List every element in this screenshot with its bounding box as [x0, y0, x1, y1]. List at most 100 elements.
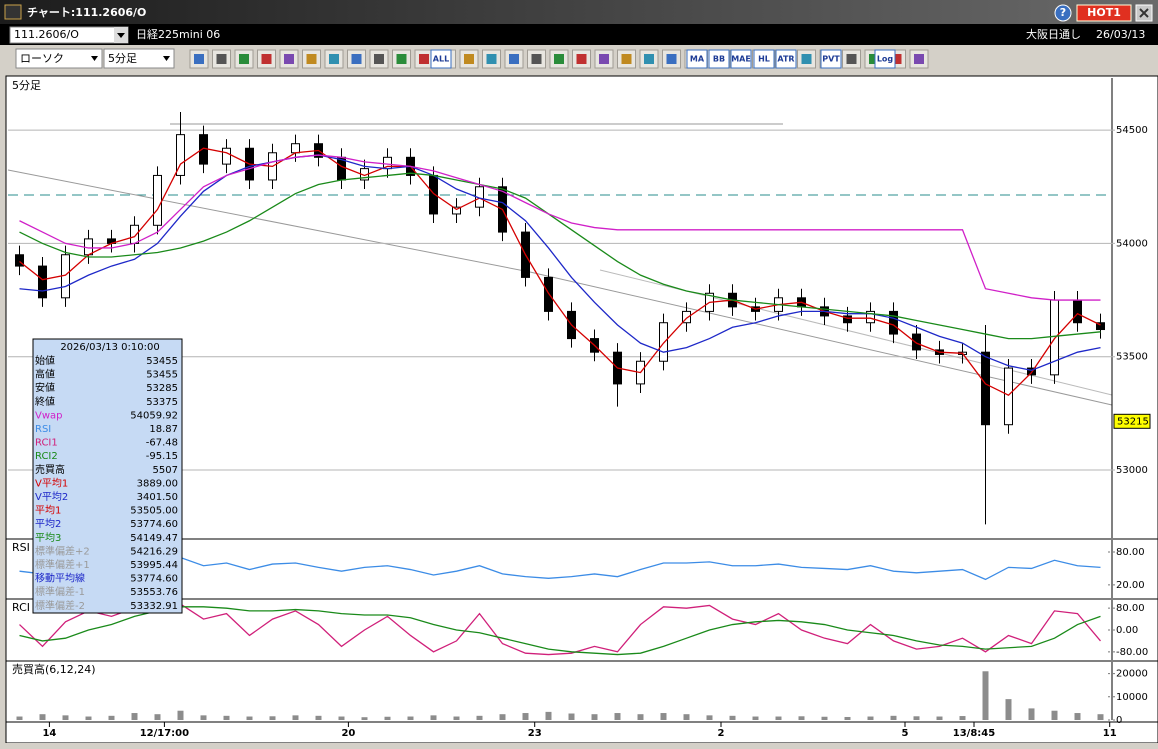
help-label[interactable]: ? [1060, 6, 1066, 19]
period-select-label[interactable]: 5分足 [108, 52, 137, 65]
info-row-label: V平均1 [35, 476, 68, 489]
y-tick-label: 20.00 [1116, 580, 1145, 591]
toolbar-button[interactable] [753, 49, 775, 69]
symbol-code[interactable]: 111.2606/O [14, 28, 79, 41]
hot-badge[interactable] [1076, 4, 1132, 22]
toolbar-glyph[interactable] [194, 54, 204, 64]
toolbar-button-label[interactable]: ALL [433, 55, 449, 64]
indicator-line [19, 154, 1101, 371]
toolbar-button[interactable] [775, 49, 797, 69]
period-select[interactable] [103, 48, 175, 69]
volume-bar [177, 710, 184, 720]
toolbar-glyph[interactable] [284, 54, 294, 64]
x-tick-label: 5 [902, 728, 909, 739]
volume-bar [867, 716, 874, 720]
toolbar-button-label[interactable]: HL [758, 55, 770, 64]
toolbar-glyph[interactable] [846, 54, 857, 64]
volume-bar [499, 714, 506, 720]
candle-body [866, 310, 875, 324]
volume-bar [154, 714, 161, 720]
info-row-value: 53455 [146, 370, 178, 381]
toolbar-glyph[interactable] [396, 54, 407, 64]
toolbar-button[interactable] [820, 49, 842, 69]
toolbar-glyph[interactable] [329, 54, 339, 64]
y-tick-label: 54000 [1116, 238, 1148, 249]
dropdown-arrow[interactable] [163, 56, 170, 61]
volume-bar [62, 715, 69, 720]
info-row-value: 3889.00 [137, 478, 178, 489]
toolbar-glyph[interactable] [419, 54, 429, 64]
indicator-line [19, 603, 1101, 656]
toolbar-glyph[interactable] [621, 54, 632, 64]
volume-bar [85, 716, 92, 720]
dropdown-arrow[interactable] [91, 56, 98, 61]
info-row-value: 53774.60 [130, 519, 178, 530]
volume-bar [131, 713, 138, 720]
toolbar-glyph[interactable] [531, 54, 542, 64]
toolbar-button-label[interactable]: ATR [777, 55, 794, 64]
panel-title: 5分足 [12, 79, 41, 92]
volume-bar [568, 713, 575, 720]
close-icon[interactable] [1139, 8, 1149, 18]
volume-bar [361, 717, 368, 720]
y-tick-label: 80.00 [1116, 603, 1145, 614]
toolbar-glyph[interactable] [914, 54, 924, 64]
toolbar-glyph[interactable] [891, 54, 902, 64]
toolbar-button[interactable] [430, 49, 452, 69]
y-tick-label: 0.00 [1116, 625, 1138, 636]
info-row-label: 終値 [35, 395, 55, 408]
volume-bar [591, 714, 598, 720]
info-row-value: 53375 [146, 397, 178, 408]
toolbar-glyph[interactable] [464, 54, 474, 64]
toolbar-glyph[interactable] [306, 54, 317, 64]
volume-bar [430, 715, 437, 720]
style-select[interactable] [15, 48, 103, 69]
toolbar-button-label[interactable]: Log [877, 55, 894, 64]
candle-body [843, 315, 852, 324]
toolbar-glyph[interactable] [576, 54, 587, 64]
info-panel-bg [32, 338, 183, 614]
volume-bar [1005, 699, 1012, 720]
toolbar-glyph[interactable] [554, 54, 564, 64]
toolbar-glyph[interactable] [599, 54, 609, 64]
volume-bar [913, 716, 920, 720]
toolbar-button[interactable] [874, 49, 896, 69]
y-tick-label: 80.00 [1116, 547, 1145, 558]
volume-bar [545, 711, 552, 720]
toolbar-button[interactable] [730, 49, 752, 69]
toolbar-button-label[interactable]: MAE [731, 55, 751, 64]
toolbar-icons: ALL MA BB MAE HL ATR PVT Log [189, 49, 929, 69]
info-row-label: 売買高 [35, 463, 65, 476]
info-panel: 2026/03/13 0:10:00 始値 53455 高値 53455 安値 53285 終… [32, 338, 183, 614]
toolbar-glyph[interactable] [666, 54, 677, 64]
hot-badge-label[interactable]: HOT1 [1087, 6, 1121, 19]
toolbar-glyph[interactable] [216, 54, 227, 64]
dropdown-arrow[interactable] [117, 33, 125, 38]
help-button[interactable] [1054, 4, 1072, 22]
toolbar-button-label[interactable]: BB [713, 55, 725, 64]
toolbar-button-label[interactable]: PVT [822, 55, 840, 64]
volume-bar [706, 715, 713, 720]
toolbar-glyph[interactable] [509, 54, 519, 64]
toolbar-glyph[interactable] [261, 54, 272, 64]
volume-bar [890, 715, 897, 720]
volume-bar [522, 713, 529, 720]
toolbar-button[interactable] [686, 49, 708, 69]
volume-bar [315, 715, 322, 720]
volume-bar [269, 716, 276, 720]
volume-bar [1074, 713, 1081, 720]
toolbar-glyph[interactable] [869, 54, 879, 64]
toolbar-button[interactable] [708, 49, 730, 69]
toolbar-glyph[interactable] [239, 54, 249, 64]
info-row-value: 53505.00 [130, 506, 178, 517]
toolbar-glyph[interactable] [351, 54, 362, 64]
toolbar-button-label[interactable]: MA [690, 55, 705, 64]
toolbar-glyph[interactable] [644, 54, 654, 64]
info-row-value: 5507 [153, 465, 178, 476]
toolbar-glyph[interactable] [486, 54, 497, 64]
y-tick-label: -80.00 [1116, 647, 1148, 658]
toolbar-glyph[interactable] [801, 54, 812, 64]
market-date: 26/03/13 [1096, 28, 1145, 41]
toolbar-glyph[interactable] [374, 54, 384, 64]
style-select-label[interactable]: ローソク [20, 52, 64, 65]
